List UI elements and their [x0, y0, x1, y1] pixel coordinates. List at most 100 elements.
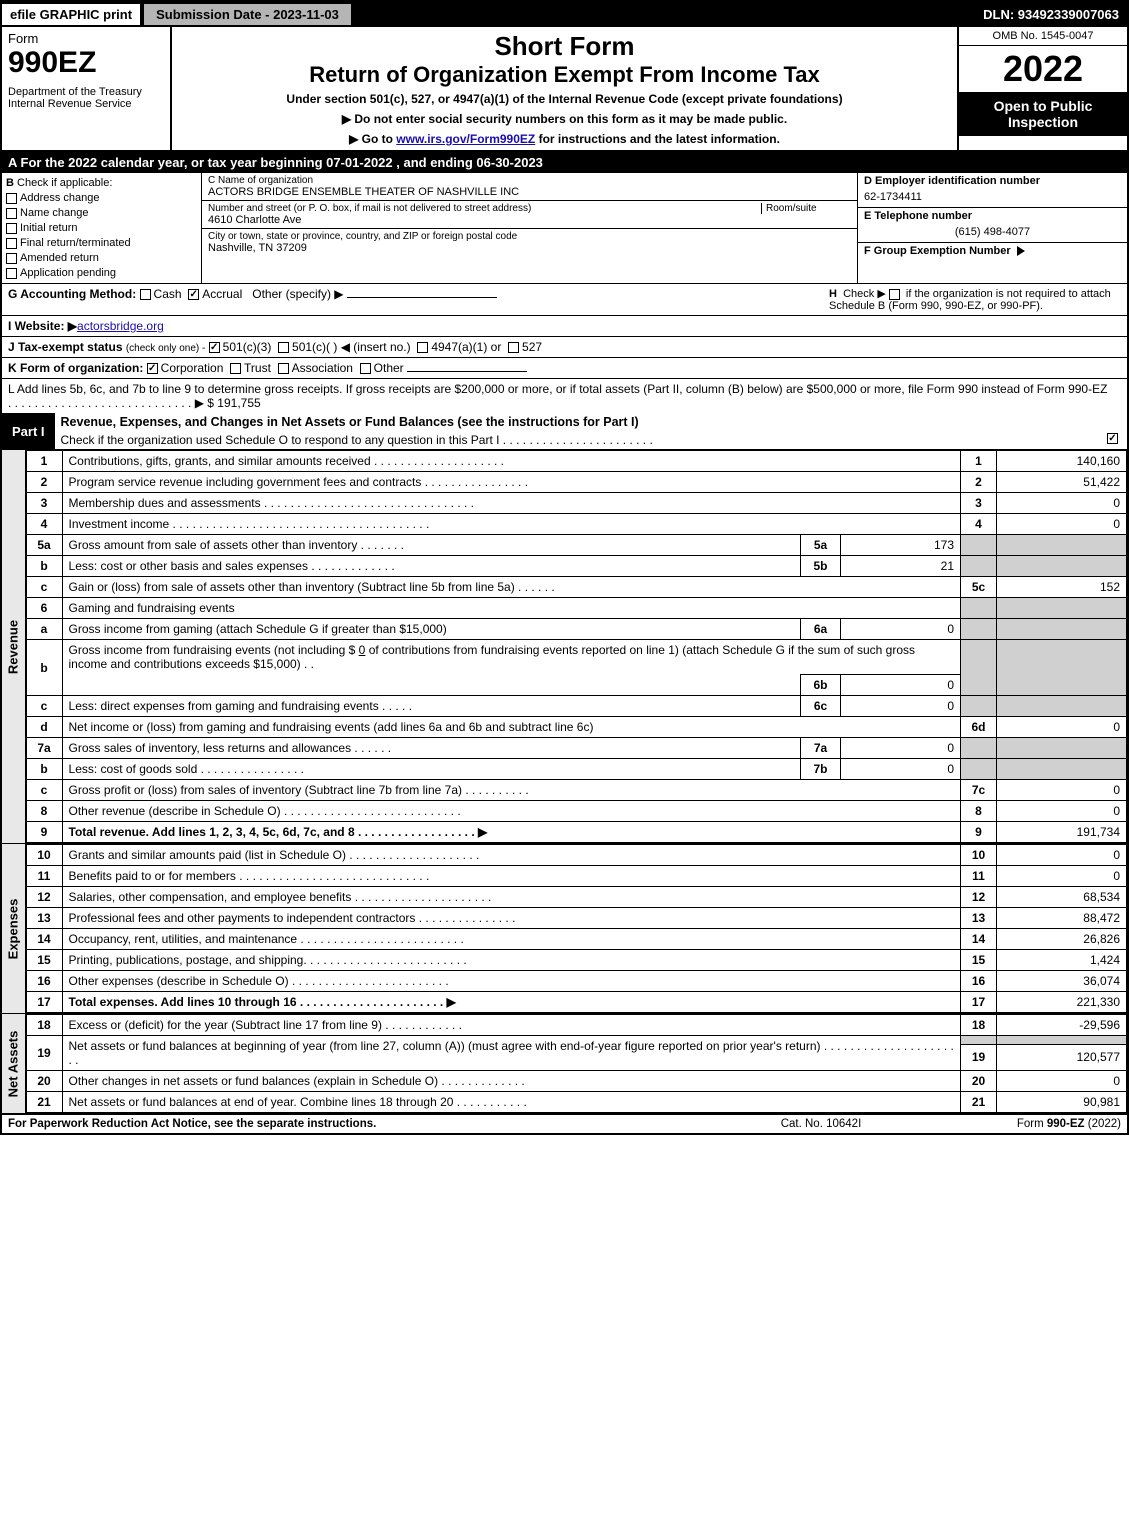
part-i-header: Part I Revenue, Expenses, and Changes in… — [2, 413, 1127, 449]
checkbox-icon[interactable] — [6, 193, 17, 204]
line-14: 14Occupancy, rent, utilities, and mainte… — [26, 929, 1126, 950]
line-17: 17Total expenses. Add lines 10 through 1… — [26, 992, 1126, 1013]
row-k-form-org: K Form of organization: Corporation Trus… — [2, 358, 1127, 379]
chk-name-change: Name change — [6, 207, 197, 219]
ssn-warning: ▶ Do not enter social security numbers o… — [182, 112, 947, 126]
expenses-table: 10Grants and similar amounts paid (list … — [26, 844, 1127, 1013]
line-19: 19Net assets or fund balances at beginni… — [26, 1036, 1126, 1045]
checkbox-cash[interactable] — [140, 289, 151, 300]
line-13: 13Professional fees and other payments t… — [26, 908, 1126, 929]
line-7a: 7aGross sales of inventory, less returns… — [26, 738, 1126, 759]
form-ref: Form 990-EZ (2022) — [921, 1118, 1121, 1130]
g-accounting: G Accounting Method: Cash Accrual Other … — [8, 287, 821, 312]
tax-year: 2022 — [959, 46, 1127, 92]
form-number: 990EZ — [8, 46, 164, 80]
row-a-tax-year: A For the 2022 calendar year, or tax yea… — [2, 152, 1127, 173]
line-16: 16Other expenses (describe in Schedule O… — [26, 971, 1126, 992]
row-g-h: G Accounting Method: Cash Accrual Other … — [2, 284, 1127, 316]
col-c: C Name of organization ACTORS BRIDGE ENS… — [202, 173, 857, 283]
website-link[interactable]: actorsbridge.org — [77, 319, 164, 333]
line-6b: bGross income from fundraising events (n… — [26, 640, 1126, 675]
part-i-tag: Part I — [2, 421, 55, 442]
topbar: efile GRAPHIC print Submission Date - 20… — [2, 2, 1127, 27]
chk-application-pending: Application pending — [6, 267, 197, 279]
room-label: Room/suite — [761, 203, 851, 214]
netassets-block: Net Assets 18Excess or (deficit) for the… — [2, 1013, 1127, 1113]
irs: Internal Revenue Service — [8, 98, 164, 110]
line-6a: aGross income from gaming (attach Schedu… — [26, 619, 1126, 640]
form-word: Form — [8, 31, 38, 46]
b-text: Check if applicable: — [17, 177, 112, 189]
checkbox-4947[interactable] — [417, 342, 428, 353]
form-left: Form 990EZ Department of the Treasury In… — [2, 27, 172, 150]
goto-link: ▶ Go to www.irs.gov/Form990EZ for instru… — [182, 132, 947, 146]
form-center: Short Form Return of Organization Exempt… — [172, 27, 957, 150]
line-12: 12Salaries, other compensation, and empl… — [26, 887, 1126, 908]
checkbox-icon[interactable] — [6, 223, 17, 234]
street-address: 4610 Charlotte Ave — [208, 214, 851, 226]
checkbox-accrual[interactable] — [188, 289, 199, 300]
line-6c: cLess: direct expenses from gaming and f… — [26, 696, 1126, 717]
chk-final-return: Final return/terminated — [6, 237, 197, 249]
form-990ez-page: efile GRAPHIC print Submission Date - 20… — [0, 0, 1129, 1135]
line-4: 4Investment income . . . . . . . . . . .… — [26, 514, 1126, 535]
checkbox-schedule-o[interactable] — [1107, 433, 1118, 444]
line-1: 1Contributions, gifts, grants, and simil… — [26, 451, 1126, 472]
checkbox-other[interactable] — [360, 363, 371, 374]
checkbox-501c[interactable] — [278, 342, 289, 353]
cat-no: Cat. No. 10642I — [721, 1118, 921, 1130]
ein: 62-1734411 — [858, 189, 1127, 208]
checkbox-icon[interactable] — [6, 268, 17, 279]
line-5c: cGain or (loss) from sale of assets othe… — [26, 577, 1126, 598]
h-check: H Check ▶ if the organization is not req… — [821, 287, 1121, 312]
line-2: 2Program service revenue including gover… — [26, 472, 1126, 493]
city-label: City or town, state or province, country… — [208, 231, 851, 242]
checkbox-527[interactable] — [508, 342, 519, 353]
netassets-table: 18Excess or (deficit) for the year (Subt… — [26, 1014, 1127, 1113]
line-6d: dNet income or (loss) from gaming and fu… — [26, 717, 1126, 738]
line-7c: cGross profit or (loss) from sales of in… — [26, 780, 1126, 801]
row-j-exempt-status: J Tax-exempt status (check only one) - 5… — [2, 337, 1127, 358]
checkbox-h[interactable] — [889, 289, 900, 300]
efile-print: efile GRAPHIC print — [2, 4, 140, 25]
paperwork-notice: For Paperwork Reduction Act Notice, see … — [8, 1118, 721, 1130]
rows-g-to-l: G Accounting Method: Cash Accrual Other … — [2, 283, 1127, 413]
line-11: 11Benefits paid to or for members . . . … — [26, 866, 1126, 887]
checkbox-icon[interactable] — [6, 238, 17, 249]
checkbox-icon[interactable] — [6, 208, 17, 219]
revenue-table: 1Contributions, gifts, grants, and simil… — [26, 450, 1127, 843]
c-name-block: C Name of organization ACTORS BRIDGE ENS… — [202, 173, 857, 201]
open-to-public: Open to Public Inspection — [959, 92, 1127, 136]
side-label-revenue: Revenue — [2, 450, 26, 843]
checkbox-501c3[interactable] — [209, 342, 220, 353]
checkbox-trust[interactable] — [230, 363, 241, 374]
c-street-block: Number and street (or P. O. box, if mail… — [202, 201, 857, 229]
checkbox-assoc[interactable] — [278, 363, 289, 374]
chk-address-change: Address change — [6, 192, 197, 204]
expenses-block: Expenses 10Grants and similar amounts pa… — [2, 843, 1127, 1013]
form-title: Return of Organization Exempt From Incom… — [182, 62, 947, 88]
line-10: 10Grants and similar amounts paid (list … — [26, 845, 1126, 866]
irs-link[interactable]: www.irs.gov/Form990EZ — [396, 132, 535, 146]
part-i-check-text: Check if the organization used Schedule … — [61, 433, 1107, 447]
city-state-zip: Nashville, TN 37209 — [208, 242, 851, 254]
line-20: 20Other changes in net assets or fund ba… — [26, 1071, 1126, 1092]
line-3: 3Membership dues and assessments . . . .… — [26, 493, 1126, 514]
section-bcde: B Check if applicable: Address change Na… — [2, 173, 1127, 283]
checkbox-icon[interactable] — [6, 253, 17, 264]
c-name-label: C Name of organization — [208, 175, 851, 186]
d-ein-label: D Employer identification number — [858, 173, 1127, 189]
line-8: 8Other revenue (describe in Schedule O) … — [26, 801, 1126, 822]
col-b: B Check if applicable: Address change Na… — [2, 173, 202, 283]
phone: (615) 498-4077 — [858, 224, 1127, 243]
line-5b: bLess: cost or other basis and sales exp… — [26, 556, 1126, 577]
short-form-title: Short Form — [182, 31, 947, 62]
form-right: OMB No. 1545-0047 2022 Open to Public In… — [957, 27, 1127, 150]
arrow-icon — [1017, 246, 1025, 256]
chk-amended-return: Amended return — [6, 252, 197, 264]
line-7b: bLess: cost of goods sold . . . . . . . … — [26, 759, 1126, 780]
b-label: B — [6, 177, 14, 189]
line-21: 21Net assets or fund balances at end of … — [26, 1092, 1126, 1113]
form-header: Form 990EZ Department of the Treasury In… — [2, 27, 1127, 152]
checkbox-corp[interactable] — [147, 363, 158, 374]
